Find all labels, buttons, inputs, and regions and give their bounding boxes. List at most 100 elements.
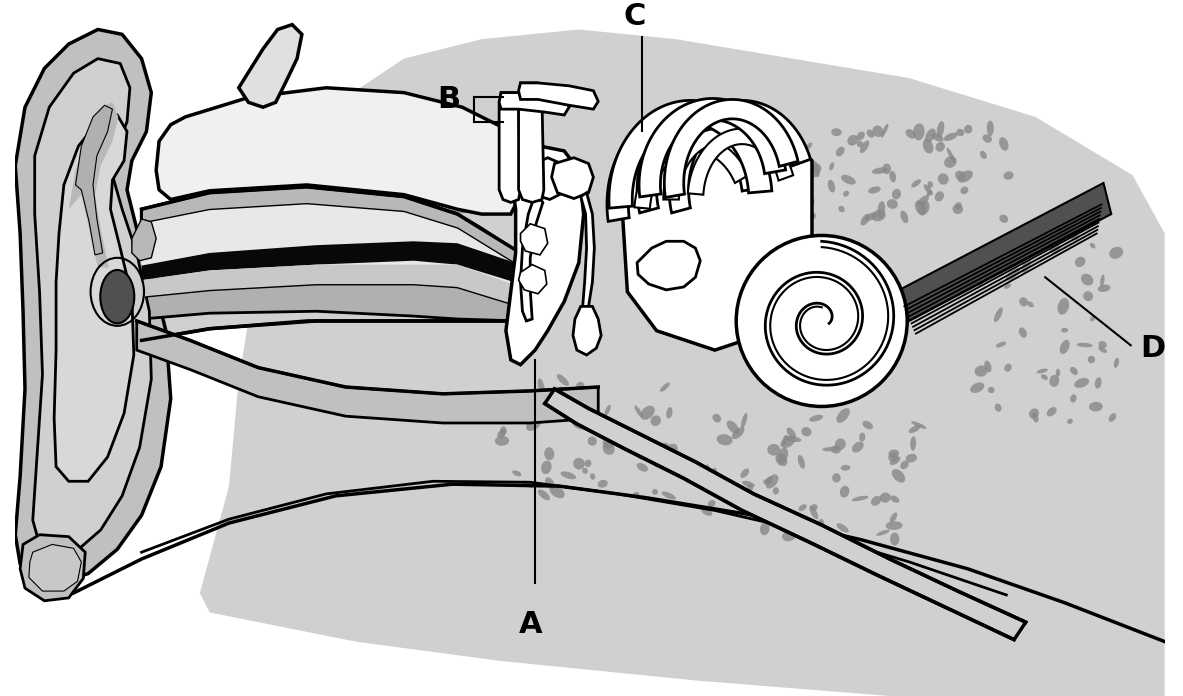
Ellipse shape: [431, 201, 439, 209]
Ellipse shape: [1003, 171, 1014, 180]
Ellipse shape: [538, 489, 550, 500]
Ellipse shape: [337, 129, 351, 143]
Ellipse shape: [497, 429, 506, 438]
Ellipse shape: [809, 415, 823, 422]
Ellipse shape: [763, 479, 771, 484]
Polygon shape: [634, 136, 749, 209]
Ellipse shape: [958, 171, 972, 182]
Ellipse shape: [452, 207, 468, 214]
Ellipse shape: [839, 206, 845, 212]
Ellipse shape: [883, 164, 891, 174]
Ellipse shape: [401, 193, 412, 203]
Ellipse shape: [597, 480, 608, 488]
Ellipse shape: [956, 129, 964, 136]
Ellipse shape: [394, 209, 401, 217]
Ellipse shape: [582, 412, 593, 422]
Ellipse shape: [732, 427, 744, 439]
Ellipse shape: [571, 417, 587, 429]
Ellipse shape: [1041, 374, 1048, 380]
Ellipse shape: [348, 144, 358, 157]
Ellipse shape: [653, 452, 665, 468]
Ellipse shape: [309, 148, 318, 159]
Polygon shape: [545, 389, 1026, 640]
Ellipse shape: [544, 448, 554, 460]
Ellipse shape: [748, 484, 754, 491]
Ellipse shape: [1090, 243, 1095, 248]
Ellipse shape: [847, 135, 858, 145]
Ellipse shape: [880, 493, 891, 503]
Ellipse shape: [101, 270, 135, 324]
Ellipse shape: [393, 134, 400, 143]
Ellipse shape: [995, 404, 1002, 412]
Ellipse shape: [640, 406, 654, 420]
Polygon shape: [687, 129, 793, 195]
Ellipse shape: [522, 480, 534, 488]
Ellipse shape: [970, 382, 984, 393]
Ellipse shape: [401, 149, 412, 159]
Text: D: D: [1140, 333, 1165, 363]
Ellipse shape: [984, 361, 991, 372]
Ellipse shape: [651, 416, 661, 426]
Polygon shape: [142, 187, 521, 340]
Polygon shape: [521, 195, 543, 321]
Ellipse shape: [717, 434, 732, 445]
Ellipse shape: [807, 196, 814, 208]
Ellipse shape: [634, 434, 644, 448]
Ellipse shape: [344, 205, 357, 215]
Ellipse shape: [560, 386, 569, 399]
Ellipse shape: [872, 209, 886, 221]
Ellipse shape: [302, 125, 313, 139]
Ellipse shape: [937, 121, 944, 138]
Ellipse shape: [512, 470, 522, 476]
Ellipse shape: [664, 443, 678, 457]
Ellipse shape: [588, 436, 596, 445]
Ellipse shape: [1004, 283, 1011, 289]
Ellipse shape: [890, 512, 897, 523]
Ellipse shape: [830, 445, 841, 454]
Ellipse shape: [955, 171, 965, 180]
Ellipse shape: [924, 184, 933, 196]
Ellipse shape: [295, 183, 308, 195]
Ellipse shape: [923, 139, 933, 154]
Ellipse shape: [775, 454, 788, 466]
Ellipse shape: [319, 207, 330, 217]
Ellipse shape: [983, 134, 993, 143]
Ellipse shape: [900, 461, 909, 469]
Ellipse shape: [987, 120, 994, 136]
Ellipse shape: [707, 500, 716, 507]
Ellipse shape: [872, 167, 888, 174]
Ellipse shape: [991, 246, 1004, 257]
Ellipse shape: [1094, 377, 1101, 388]
Ellipse shape: [737, 491, 745, 499]
Ellipse shape: [290, 198, 302, 212]
Polygon shape: [142, 187, 521, 267]
Ellipse shape: [541, 461, 551, 474]
Ellipse shape: [741, 496, 751, 503]
Ellipse shape: [1010, 235, 1023, 248]
Ellipse shape: [1067, 418, 1073, 424]
Ellipse shape: [726, 420, 739, 434]
Ellipse shape: [836, 408, 849, 423]
Ellipse shape: [1077, 343, 1093, 347]
Ellipse shape: [380, 182, 389, 193]
Ellipse shape: [787, 427, 796, 438]
Ellipse shape: [777, 448, 788, 464]
Ellipse shape: [782, 530, 796, 541]
Polygon shape: [609, 100, 771, 208]
Ellipse shape: [549, 416, 558, 422]
Ellipse shape: [1108, 413, 1117, 422]
Ellipse shape: [707, 468, 717, 482]
Ellipse shape: [500, 426, 506, 435]
Ellipse shape: [859, 433, 865, 442]
Ellipse shape: [636, 463, 648, 472]
Ellipse shape: [892, 469, 905, 482]
Ellipse shape: [402, 173, 409, 180]
Ellipse shape: [832, 128, 841, 136]
Ellipse shape: [306, 182, 317, 193]
Ellipse shape: [1099, 341, 1107, 348]
Ellipse shape: [700, 475, 710, 480]
Ellipse shape: [1084, 291, 1093, 301]
Ellipse shape: [872, 125, 884, 137]
Ellipse shape: [576, 382, 584, 390]
Ellipse shape: [1020, 297, 1028, 306]
